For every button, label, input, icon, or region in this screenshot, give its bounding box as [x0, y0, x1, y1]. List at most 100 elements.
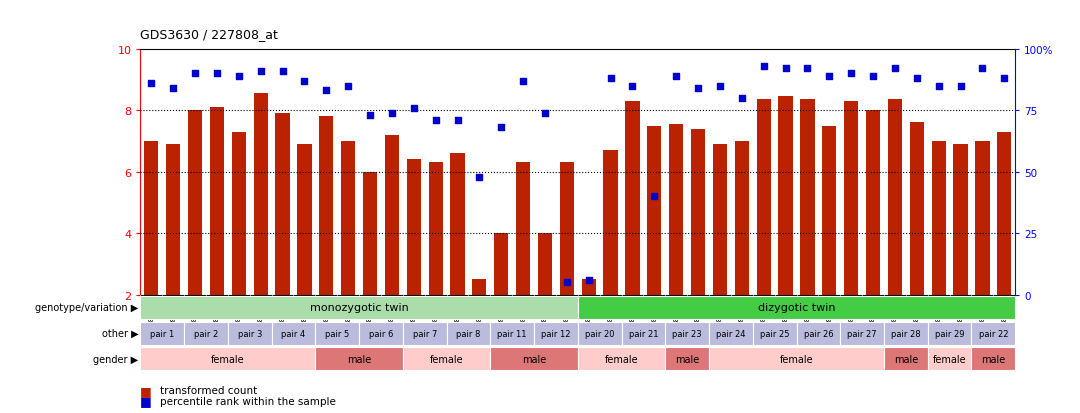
- Point: [537, 110, 554, 116]
- Point: [821, 73, 838, 80]
- Text: GSM189759: GSM189759: [323, 298, 329, 338]
- Bar: [315, 322, 359, 345]
- Text: female: female: [211, 354, 245, 364]
- Text: GSM189786: GSM189786: [870, 298, 876, 338]
- Text: pair 1: pair 1: [150, 329, 174, 338]
- Text: male: male: [522, 354, 546, 364]
- Text: genotype/variation ▶: genotype/variation ▶: [35, 303, 138, 313]
- Bar: [753, 322, 797, 345]
- Text: GSM189760: GSM189760: [346, 298, 351, 338]
- Point: [230, 73, 247, 80]
- Point: [733, 95, 751, 102]
- Point: [362, 112, 379, 119]
- Text: GSM189776: GSM189776: [1001, 298, 1008, 338]
- Bar: [840, 322, 885, 345]
- Point: [405, 105, 422, 112]
- Bar: [315, 347, 403, 370]
- Point: [908, 76, 926, 82]
- Point: [164, 85, 181, 92]
- Bar: [928, 347, 972, 370]
- Text: GSM189771: GSM189771: [585, 298, 592, 338]
- Point: [580, 277, 597, 283]
- Bar: [710, 322, 753, 345]
- Text: GSM189756: GSM189756: [258, 298, 264, 338]
- Bar: [932, 142, 946, 295]
- Text: ■: ■: [140, 394, 157, 407]
- Point: [339, 83, 356, 90]
- Bar: [691, 129, 705, 295]
- Point: [974, 66, 991, 73]
- Text: GSM189784: GSM189784: [826, 298, 833, 338]
- Bar: [254, 94, 268, 295]
- Text: monozygotic twin: monozygotic twin: [310, 303, 408, 313]
- Text: pair 11: pair 11: [498, 329, 527, 338]
- Text: male: male: [894, 354, 918, 364]
- Bar: [341, 142, 355, 295]
- Text: GSM189753: GSM189753: [192, 298, 198, 338]
- Text: GSM189788: GSM189788: [914, 298, 920, 338]
- Text: GSM189780: GSM189780: [739, 298, 745, 338]
- Bar: [604, 151, 618, 295]
- Text: GSM189777: GSM189777: [673, 298, 679, 338]
- Text: pair 2: pair 2: [194, 329, 218, 338]
- Point: [842, 71, 860, 77]
- Bar: [710, 347, 885, 370]
- Bar: [145, 142, 159, 295]
- Bar: [188, 111, 202, 295]
- Text: GSM189785: GSM189785: [848, 298, 854, 338]
- Text: pair 29: pair 29: [935, 329, 964, 338]
- Text: GSM189774: GSM189774: [651, 298, 658, 338]
- Point: [471, 174, 488, 180]
- Point: [492, 125, 510, 131]
- Bar: [140, 296, 578, 319]
- Bar: [578, 347, 665, 370]
- Text: GSM189757: GSM189757: [280, 298, 285, 338]
- Bar: [363, 172, 377, 295]
- Point: [427, 117, 444, 124]
- Bar: [210, 108, 224, 295]
- Point: [252, 68, 269, 75]
- Point: [864, 73, 881, 80]
- Bar: [403, 347, 490, 370]
- Bar: [535, 322, 578, 345]
- Bar: [972, 322, 1015, 345]
- Bar: [359, 322, 403, 345]
- Bar: [450, 154, 464, 295]
- Bar: [297, 145, 311, 295]
- Bar: [954, 145, 968, 295]
- Bar: [800, 100, 814, 295]
- Bar: [734, 142, 748, 295]
- Text: female: female: [780, 354, 813, 364]
- Bar: [384, 135, 399, 295]
- Text: pair 23: pair 23: [673, 329, 702, 338]
- Text: GSM189768: GSM189768: [521, 298, 526, 338]
- Point: [799, 66, 816, 73]
- Bar: [647, 126, 661, 295]
- Point: [667, 73, 685, 80]
- Text: GSM189752: GSM189752: [171, 298, 176, 338]
- Bar: [516, 163, 530, 295]
- Bar: [275, 114, 289, 295]
- Bar: [670, 125, 684, 295]
- Bar: [578, 296, 1015, 319]
- Text: male: male: [675, 354, 699, 364]
- Text: GSM189763: GSM189763: [410, 298, 417, 338]
- Point: [755, 64, 772, 70]
- Point: [951, 83, 969, 90]
- Point: [624, 83, 642, 90]
- Text: GSM189790: GSM189790: [958, 298, 963, 338]
- Text: GSM189782: GSM189782: [783, 298, 788, 338]
- Point: [712, 83, 729, 90]
- Text: pair 4: pair 4: [282, 329, 306, 338]
- Text: pair 22: pair 22: [978, 329, 1008, 338]
- Bar: [866, 111, 880, 295]
- Text: pair 8: pair 8: [456, 329, 481, 338]
- Text: GSM189766: GSM189766: [476, 298, 483, 338]
- Bar: [228, 322, 272, 345]
- Text: pair 5: pair 5: [325, 329, 349, 338]
- Text: female: female: [430, 354, 463, 364]
- Point: [646, 193, 663, 200]
- Text: GSM189765: GSM189765: [455, 298, 460, 338]
- Bar: [997, 132, 1011, 295]
- Bar: [779, 97, 793, 295]
